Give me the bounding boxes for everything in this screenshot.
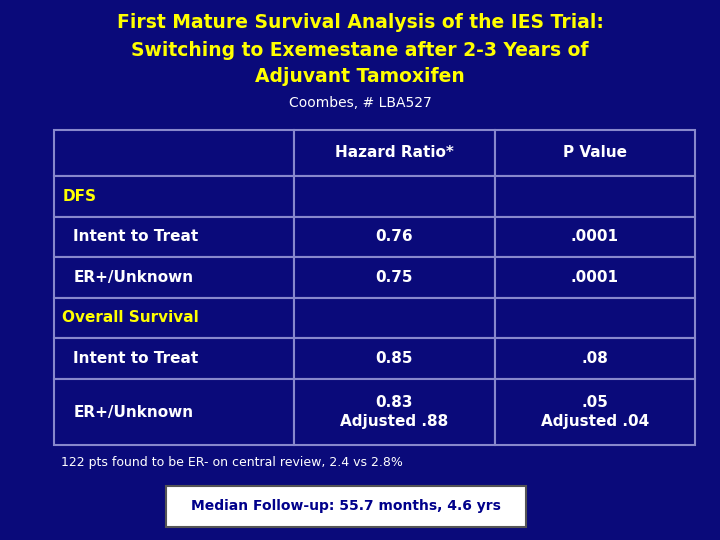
Text: 0.83
Adjusted .88: 0.83 Adjusted .88 [341,395,449,429]
Bar [495,176,695,217]
Text: ER+/Unknown: ER+/Unknown [73,404,194,420]
Text: Hazard Ratio*: Hazard Ratio* [335,145,454,160]
Bar [294,338,495,379]
Bar [495,217,695,257]
Text: 0.85: 0.85 [376,351,413,366]
Bar [294,257,495,298]
Bar [294,379,495,445]
Bar [495,338,695,379]
Text: Overall Survival: Overall Survival [63,310,199,326]
Bar [54,338,294,379]
Text: .08: .08 [581,351,608,366]
Bar [54,257,294,298]
Bar [54,217,294,257]
Text: Median Follow-up: 55.7 months, 4.6 yrs: Median Follow-up: 55.7 months, 4.6 yrs [191,500,500,513]
Text: 0.76: 0.76 [376,230,413,245]
Text: First Mature Survival Analysis of the IES Trial:: First Mature Survival Analysis of the IE… [117,14,603,32]
Text: 0.75: 0.75 [376,270,413,285]
Text: Intent to Treat: Intent to Treat [73,351,199,366]
Text: Intent to Treat: Intent to Treat [73,230,199,245]
Text: ER+/Unknown: ER+/Unknown [73,270,194,285]
Bar [54,130,294,176]
Text: 122 pts found to be ER- on central review, 2.4 vs 2.8%: 122 pts found to be ER- on central revie… [61,456,403,469]
Text: Switching to Exemestane after 2-3 Years of: Switching to Exemestane after 2-3 Years … [131,40,589,59]
Bar [54,298,294,338]
Bar [495,257,695,298]
Bar [294,217,495,257]
Bar [54,176,294,217]
Bar [495,379,695,445]
Bar [495,130,695,176]
Bar [495,298,695,338]
Text: .05
Adjusted .04: .05 Adjusted .04 [541,395,649,429]
Bar [294,298,495,338]
Bar [166,486,526,526]
Text: DFS: DFS [63,189,96,204]
Text: .0001: .0001 [571,230,618,245]
Text: P Value: P Value [562,145,626,160]
Text: Adjuvant Tamoxifen: Adjuvant Tamoxifen [255,68,465,86]
Text: Coombes, # LBA527: Coombes, # LBA527 [289,96,431,110]
Bar [294,176,495,217]
Text: .0001: .0001 [571,270,618,285]
Bar [294,130,495,176]
Bar [54,379,294,445]
